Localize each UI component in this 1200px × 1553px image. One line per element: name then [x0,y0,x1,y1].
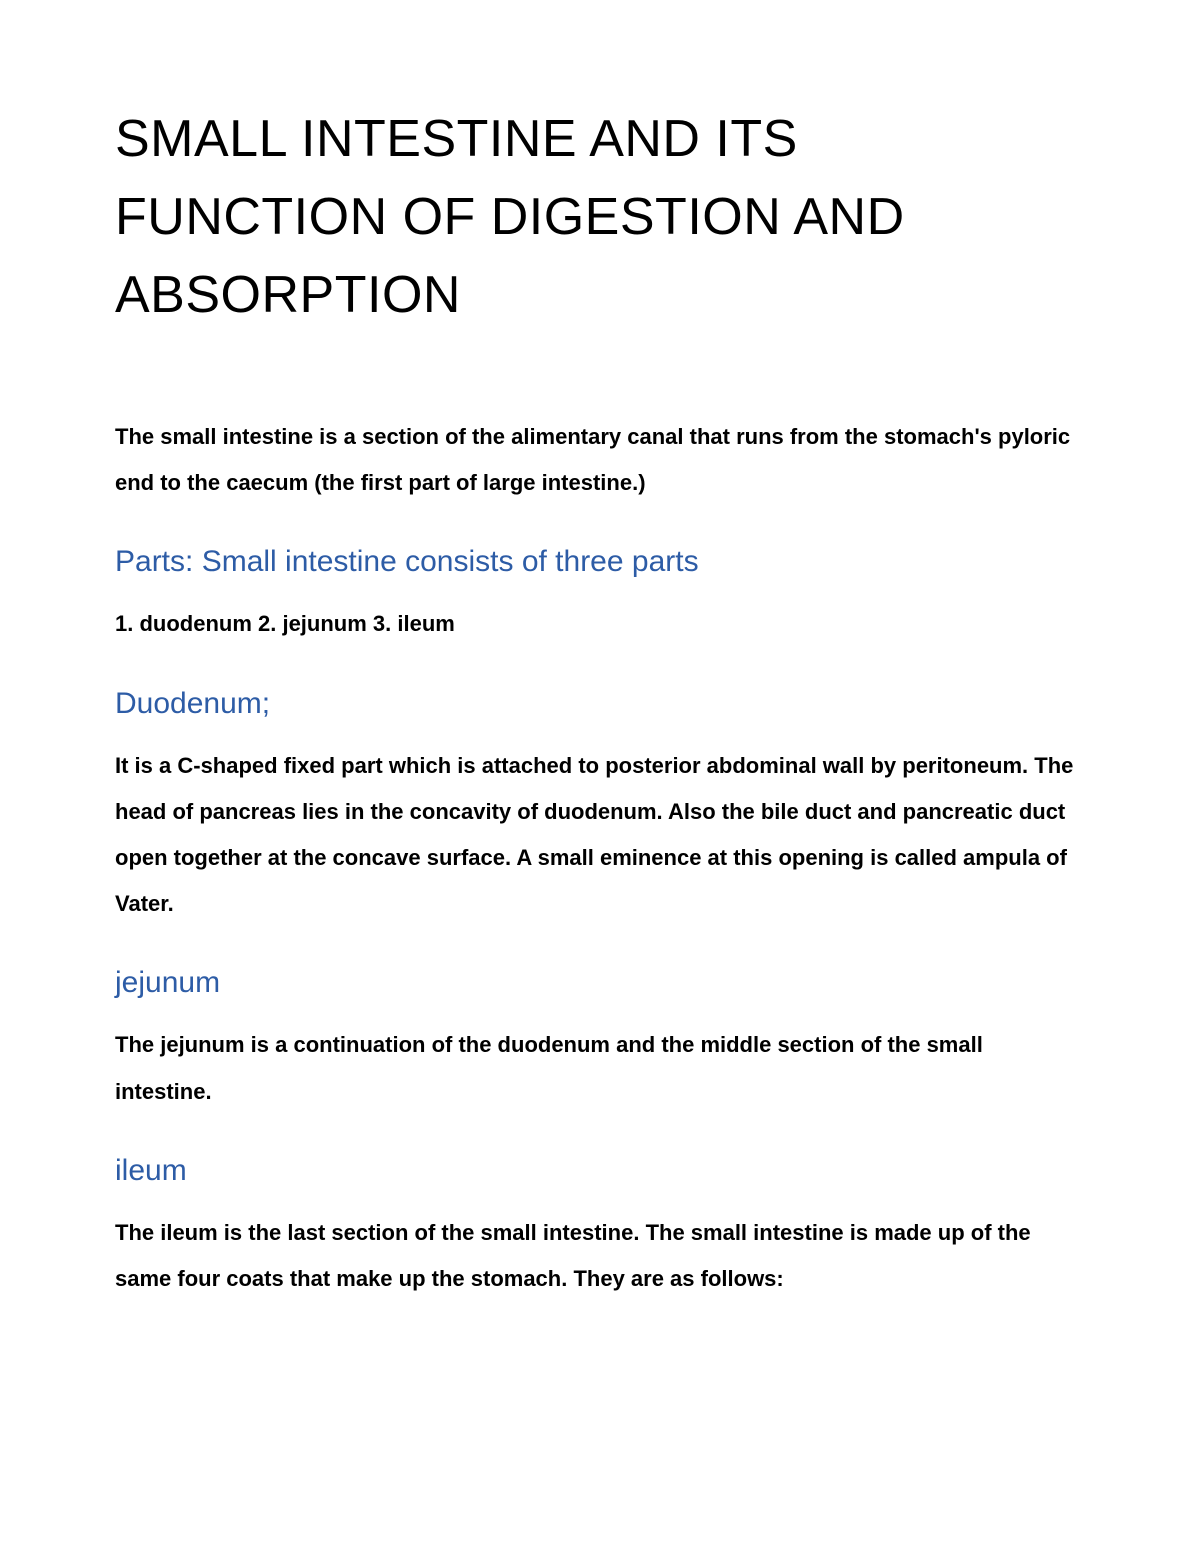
document-title: SMALL INTESTINE AND ITS FUNCTION OF DIGE… [115,100,1085,334]
section-heading-jejunum: jejunum [115,962,1085,1004]
section-body-ileum: The ileum is the last section of the sma… [115,1210,1085,1302]
section-body-parts: 1. duodenum 2. jejunum 3. ileum [115,601,1085,647]
section-heading-ileum: ileum [115,1150,1085,1192]
section-body-duodenum: It is a C-shaped fixed part which is att… [115,743,1085,928]
section-heading-parts: Parts: Small intestine consists of three… [115,541,1085,583]
section-heading-duodenum: Duodenum; [115,683,1085,725]
section-body-jejunum: The jejunum is a continuation of the duo… [115,1022,1085,1114]
intro-paragraph: The small intestine is a section of the … [115,414,1085,506]
